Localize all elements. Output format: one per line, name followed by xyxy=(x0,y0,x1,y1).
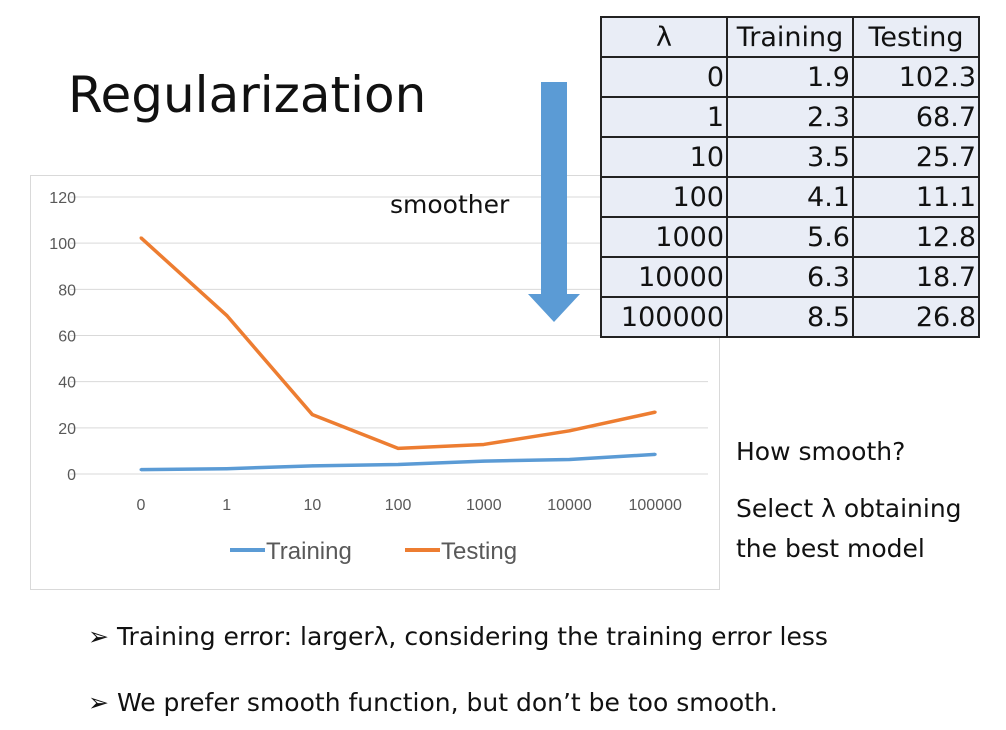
x-tick-label: 0 xyxy=(137,497,146,514)
side-text-select: Select λ obtaining xyxy=(736,494,962,523)
bullet-marker-icon: ➢ xyxy=(88,622,109,651)
table-row: 100 4.1 11.1 xyxy=(600,176,980,218)
side-text-model: the best model xyxy=(736,534,925,563)
table-row: 1000 5.6 12.8 xyxy=(600,216,980,258)
data-point xyxy=(568,429,571,433)
y-tick-label: 40 xyxy=(58,375,76,392)
lambda-table: λ Training Testing 0 1.9 102.3 1 2.3 68.7 10 3.5 2… xyxy=(600,16,980,338)
y-tick-label: 120 xyxy=(49,190,76,207)
table-cell: 10 xyxy=(600,136,728,178)
table-cell: 4.1 xyxy=(726,176,854,218)
data-point xyxy=(396,463,400,467)
data-point xyxy=(225,467,229,471)
table-cell: 12.8 xyxy=(852,216,980,258)
table-cell: 1000 xyxy=(600,216,728,258)
table-cell: 8.5 xyxy=(726,296,854,338)
x-tick-label: 1000 xyxy=(466,497,502,514)
table-cell: 100 xyxy=(600,176,728,218)
y-tick-label: 60 xyxy=(58,329,76,346)
data-point xyxy=(396,446,400,450)
legend-label: Testing xyxy=(441,538,517,565)
data-point xyxy=(225,313,229,317)
data-point xyxy=(482,442,486,446)
x-tick-label: 100 xyxy=(385,497,412,514)
arrow-label: smoother xyxy=(390,190,510,219)
bullet-2: ➢ We prefer smooth function, but don’t be… xyxy=(88,688,778,717)
y-tick-label: 20 xyxy=(58,421,76,438)
data-point xyxy=(482,459,486,463)
table-row: 1 2.3 68.7 xyxy=(600,96,980,138)
x-tick-label: 10000 xyxy=(547,497,592,514)
data-point xyxy=(139,468,143,472)
table-header: λ xyxy=(600,16,728,58)
series-line-training xyxy=(140,452,656,472)
side-text-question: How smooth? xyxy=(736,437,906,466)
data-point xyxy=(653,452,657,456)
x-tick-label: 10 xyxy=(304,497,322,514)
bullet-1: ➢ Training error: largerλ, considering th… xyxy=(88,622,828,651)
slide-title: Regularization xyxy=(68,66,427,124)
table-row: 100000 8.5 26.8 xyxy=(600,296,980,338)
table-cell: 0 xyxy=(600,56,728,98)
table-header: Training xyxy=(726,16,854,58)
chart-frame xyxy=(30,175,720,590)
table-row: 0 1.9 102.3 xyxy=(600,56,980,98)
down-arrow-icon xyxy=(528,82,580,322)
table-cell: 102.3 xyxy=(852,56,980,98)
table-cell: 3.5 xyxy=(726,136,854,178)
table-cell: 18.7 xyxy=(852,256,980,298)
table-cell: 26.8 xyxy=(852,296,980,338)
data-point xyxy=(568,457,571,461)
y-tick-label: 0 xyxy=(67,467,76,484)
table-cell: 10000 xyxy=(600,256,728,298)
table-cell: 1 xyxy=(600,96,728,138)
data-point xyxy=(310,413,314,417)
x-tick-label: 100000 xyxy=(629,497,682,514)
table-cell: 11.1 xyxy=(852,176,980,218)
x-tick-label: 1 xyxy=(222,497,231,514)
table-row: 10 3.5 25.7 xyxy=(600,136,980,178)
y-tick-label: 80 xyxy=(58,282,76,299)
table-cell: 25.7 xyxy=(852,136,980,178)
bullet-text: Training error: largerλ, considering the… xyxy=(116,622,828,651)
y-tick-label: 100 xyxy=(49,236,76,253)
table-cell: 6.3 xyxy=(726,256,854,298)
data-point xyxy=(653,410,657,414)
table-cell: 68.7 xyxy=(852,96,980,138)
bullet-marker-icon: ➢ xyxy=(88,688,109,717)
table-cell: 5.6 xyxy=(726,216,854,258)
table-header: Testing xyxy=(852,16,980,58)
data-point xyxy=(139,236,143,240)
legend-label: Training xyxy=(266,538,352,565)
table-cell: 1.9 xyxy=(726,56,854,98)
data-point xyxy=(310,464,314,468)
bullet-text: We prefer smooth function, but don’t be … xyxy=(116,688,778,717)
table-cell: 100000 xyxy=(600,296,728,338)
table-row: 10000 6.3 18.7 xyxy=(600,256,980,298)
table-cell: 2.3 xyxy=(726,96,854,138)
